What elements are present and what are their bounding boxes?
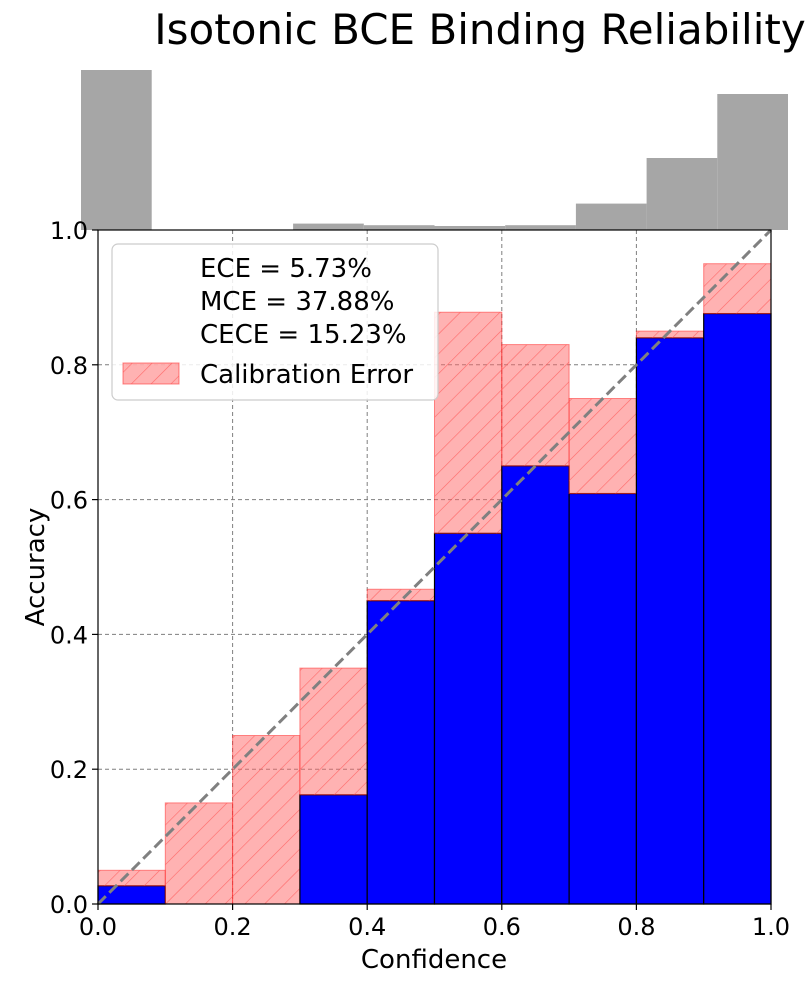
- calibration-error-hatch: [636, 331, 704, 338]
- plot-frame: [97, 229, 772, 905]
- y-tick-label: 0.6: [50, 487, 88, 515]
- histogram-bar: [575, 203, 647, 230]
- calibration-error-hatch: [299, 668, 368, 795]
- histogram-bar: [293, 223, 364, 230]
- histogram-bar: [505, 225, 576, 230]
- x-axis-label: Confidence: [361, 945, 507, 975]
- confidence-histogram: [81, 70, 788, 230]
- legend: ECE = 5.73% MCE = 37.88% CECE = 15.23% C…: [111, 243, 439, 401]
- calibration-error-hatch: [703, 263, 771, 314]
- perfect-calibration-line: [96, 228, 773, 906]
- histogram-bar: [646, 158, 718, 230]
- calibration-error-hatch: [501, 344, 570, 466]
- calibration-error-hatch: [232, 735, 300, 904]
- histogram-bar: [81, 70, 152, 230]
- histogram-bar: [434, 226, 506, 230]
- axis-ticks: 0.0 0.2 0.4 0.6 0.8 1.0 0.0 0.2 0.4 0.6 0.8 1.0: [50, 217, 790, 941]
- y-axis-label: Accuracy: [21, 508, 51, 627]
- accuracy-bar: [635, 337, 705, 905]
- x-tick-label: 0.0: [79, 913, 117, 941]
- accuracy-bar: [501, 465, 570, 905]
- histogram-bar: [717, 94, 788, 230]
- legend-error-swatch-hatch: [123, 363, 179, 384]
- legend-cece: CECE = 15.23%: [200, 320, 407, 350]
- calibration-error-hatch: [98, 870, 166, 886]
- histogram-bar: [363, 225, 435, 230]
- y-tick-label: 0.2: [50, 756, 88, 784]
- bars: [97, 263, 772, 905]
- accuracy-bar: [97, 885, 166, 905]
- calibration-error-hatch: [569, 398, 637, 494]
- calibration-error-hatch: [367, 589, 435, 601]
- chart-title: Isotonic BCE Binding Reliability: [154, 5, 805, 54]
- x-tick-label: 0.8: [617, 913, 655, 941]
- calibration-error-hatch: [434, 312, 502, 534]
- y-tick-label: 0.0: [50, 891, 88, 919]
- legend-ece: ECE = 5.73%: [200, 254, 372, 284]
- legend-box: [111, 243, 439, 401]
- accuracy-bar: [366, 600, 436, 905]
- y-tick-label: 0.8: [50, 352, 88, 380]
- accuracy-bar: [299, 794, 368, 905]
- accuracy-bar: [703, 312, 772, 905]
- diagonal-line: [96, 228, 773, 906]
- accuracy-bar: [433, 532, 503, 905]
- legend-error-label: Calibration Error: [200, 360, 413, 390]
- y-tick-label: 1.0: [50, 217, 88, 245]
- x-tick-label: 0.4: [348, 913, 386, 941]
- y-tick-label: 0.4: [50, 621, 88, 649]
- accuracy-bar: [568, 492, 637, 905]
- x-tick-label: 1.0: [752, 913, 790, 941]
- calibration-error-hatch: [165, 802, 233, 904]
- x-tick-label: 0.6: [483, 913, 521, 941]
- x-tick-label: 0.2: [214, 913, 252, 941]
- legend-mce: MCE = 37.88%: [200, 287, 394, 317]
